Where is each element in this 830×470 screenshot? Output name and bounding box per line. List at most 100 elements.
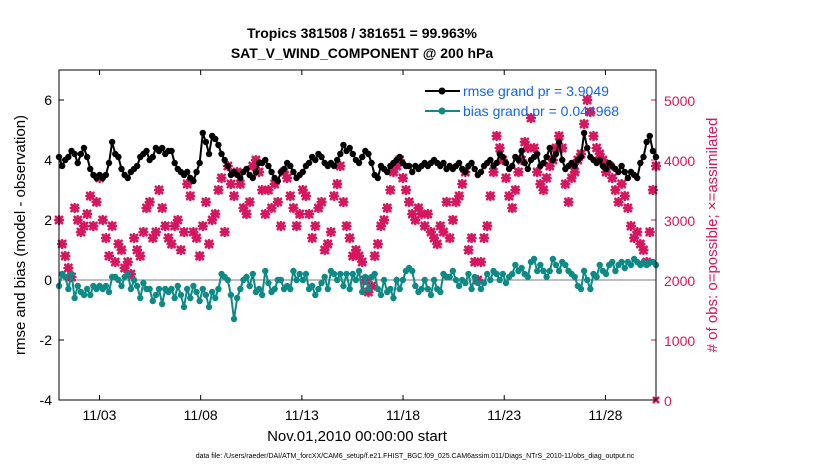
obs-count-marker: [488, 166, 499, 178]
rmse-point: [221, 156, 228, 164]
obs-count-marker: [150, 226, 162, 238]
bias-point: [293, 276, 300, 284]
bias-point: [118, 282, 125, 290]
obs-count-marker: [588, 130, 599, 142]
bias-point: [509, 270, 516, 278]
bias-point: [324, 285, 332, 293]
rmse-point: [493, 159, 500, 167]
bias-point: [480, 279, 488, 287]
obs-count-marker: [341, 220, 352, 232]
obs-count-marker: [100, 232, 112, 244]
obs-count-marker: [372, 238, 383, 250]
obs-count-marker: [400, 184, 412, 196]
bias-point: [421, 276, 428, 284]
rmse-point: [108, 138, 116, 146]
obs-count-marker: [60, 250, 71, 262]
obs-count-marker: [622, 202, 634, 214]
obs-count-marker: [238, 202, 249, 214]
obs-count-marker: [638, 244, 649, 256]
bias-point: [183, 285, 191, 293]
bias-point: [102, 282, 110, 290]
rmse-point: [212, 135, 219, 143]
x-tick-label: 11/28: [588, 407, 622, 423]
bias-point: [377, 291, 385, 299]
bias-point: [205, 303, 213, 311]
rmse-point: [337, 150, 344, 158]
obs-count-marker: [625, 220, 637, 232]
obs-count-marker: [119, 262, 130, 274]
bias-point: [430, 276, 438, 284]
rmse-point: [243, 165, 250, 173]
obs-count-marker: [578, 118, 590, 130]
bias-point: [477, 285, 485, 293]
rmse-point: [502, 159, 510, 167]
bias-point: [627, 261, 635, 269]
rmse-point: [624, 174, 632, 182]
obs-count-marker: [75, 226, 87, 238]
rmse-point: [646, 132, 653, 140]
rmse-point: [190, 177, 197, 185]
obs-count-marker: [582, 94, 593, 106]
bias-point: [602, 270, 610, 278]
rmse-point: [368, 159, 375, 167]
obs-count-marker: [444, 232, 455, 244]
bias-point: [502, 279, 510, 287]
obs-count-marker: [185, 190, 196, 202]
obs-count-marker: [138, 226, 149, 238]
bias-point: [168, 285, 175, 293]
rmse-point: [83, 153, 91, 161]
bias-point: [208, 288, 216, 296]
bias-point: [343, 270, 350, 278]
data-file-footnote: data file: /Users/raeder/DAI/ATM_forcXX/…: [196, 453, 635, 460]
rmse-point: [224, 162, 231, 170]
bias-point: [158, 300, 166, 308]
bias-point: [465, 270, 472, 278]
obs-count-marker: [332, 178, 343, 190]
rmse-point: [202, 138, 210, 146]
rmse-point: [80, 144, 88, 152]
obs-count-marker: [91, 196, 102, 208]
bias-point: [124, 270, 131, 278]
obs-count-marker: [260, 208, 271, 220]
bias-point: [227, 291, 235, 299]
obs-count-marker: [407, 208, 418, 220]
obs-count-marker: [560, 178, 571, 190]
bias-point: [612, 267, 619, 275]
bias-point: [362, 273, 369, 281]
rmse-point: [546, 144, 553, 152]
chart-subtitle: SAT_V_WIND_COMPONENT @ 200 hPa: [231, 45, 494, 61]
rmse-point: [440, 159, 447, 167]
bias-point: [246, 282, 253, 290]
obs-count-marker: [210, 208, 221, 220]
obs-count-marker: [200, 196, 212, 208]
bias-point: [452, 276, 460, 284]
obs-count-marker: [613, 196, 624, 208]
bias-point: [424, 285, 432, 293]
obs-count-marker: [103, 250, 115, 262]
bias-point: [455, 282, 463, 290]
bias-point: [215, 285, 222, 293]
bias-point: [83, 285, 91, 293]
obs-count-marker: [269, 178, 280, 190]
bias-point: [212, 294, 219, 302]
rmse-point: [602, 165, 610, 173]
bias-point: [577, 285, 585, 293]
rmse-point: [543, 153, 550, 161]
bias-point: [171, 294, 178, 302]
rmse-point: [143, 147, 150, 155]
obs-count-marker: [178, 226, 190, 238]
rmse-point: [634, 174, 641, 182]
obs-count-marker: [532, 166, 543, 178]
rmse-point: [396, 153, 403, 161]
obs-count-marker: [528, 142, 540, 154]
obs-count-marker: [353, 250, 365, 262]
rmse-point: [509, 162, 516, 170]
bias-point: [199, 285, 206, 293]
bias-series: [55, 255, 660, 323]
obs-count-marker: [447, 214, 458, 226]
obs-count-marker: [344, 232, 355, 244]
rmse-point: [196, 159, 203, 167]
obs-count-marker: [513, 166, 524, 178]
rmse-point: [340, 141, 347, 149]
